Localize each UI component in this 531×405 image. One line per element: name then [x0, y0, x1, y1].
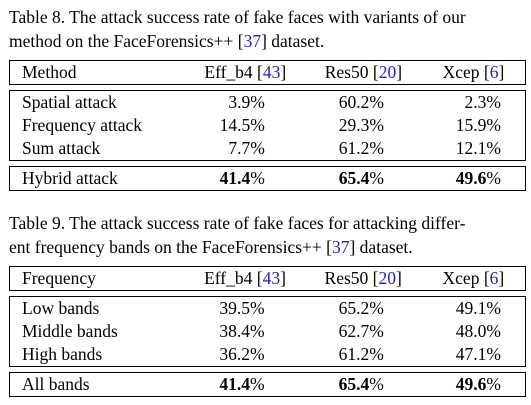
- table9: Frequency Eff_b4 [43] Res50 [20] Xcep [6…: [9, 266, 526, 397]
- table8-caption: Table 8. The attack success rate of fake…: [9, 7, 466, 51]
- table-row: Middle bands 38.4% 62.7% 48.0%: [22, 321, 501, 341]
- table-row: Frequency attack 14.5% 29.3% 15.9%: [22, 115, 501, 135]
- citation-link[interactable]: 6: [489, 62, 499, 82]
- citation-link[interactable]: 20: [378, 268, 396, 288]
- header-frequency: Frequency: [22, 268, 96, 288]
- table9-caption: Table 9. The attack success rate of fake…: [9, 213, 466, 257]
- table-row-total: All bands 41.4% 65.4% 49.6%: [22, 374, 501, 394]
- table8-caption-line1: Table 8. The attack success rate of fake…: [9, 7, 466, 27]
- table-row-total: Hybrid attack 41.4% 65.4% 49.6%: [22, 168, 501, 188]
- table-header-row: Method Eff_b4 [43] Res50 [20] Xcep [6]: [10, 61, 526, 85]
- header-effb4: Eff_b4 [43]: [204, 62, 287, 82]
- citation-link[interactable]: 20: [378, 62, 397, 82]
- table-row: Spatial attack 3.9% 60.2% 2.3%: [22, 92, 501, 112]
- citation-link[interactable]: 43: [262, 268, 281, 288]
- table-row: Low bands 39.5% 65.2% 49.1%: [22, 298, 501, 318]
- header-xcep: Xcep [6]: [442, 62, 505, 82]
- table-row: High bands 36.2% 61.2% 47.1%: [22, 344, 501, 364]
- header-method: Method: [22, 62, 77, 82]
- table9-caption-line1: Table 9. The attack success rate of fake…: [9, 213, 466, 233]
- citation-link[interactable]: 37: [331, 237, 350, 257]
- table-row: Sum attack 7.7% 61.2% 12.1%: [22, 138, 501, 158]
- citation-link[interactable]: 6: [489, 268, 499, 288]
- header-res50: Res50 [20]: [324, 62, 403, 82]
- table-header-row: Frequency Eff_b4 [43] Res50 [20] Xcep [6…: [10, 267, 526, 291]
- header-res50: Res50 [20]: [324, 268, 402, 288]
- header-effb4: Eff_b4 [43]: [204, 268, 286, 288]
- citation-link[interactable]: 43: [262, 62, 281, 82]
- header-xcep: Xcep [6]: [442, 268, 505, 288]
- citation-link[interactable]: 37: [243, 31, 262, 51]
- table8: Method Eff_b4 [43] Res50 [20] Xcep [6] S…: [9, 60, 526, 191]
